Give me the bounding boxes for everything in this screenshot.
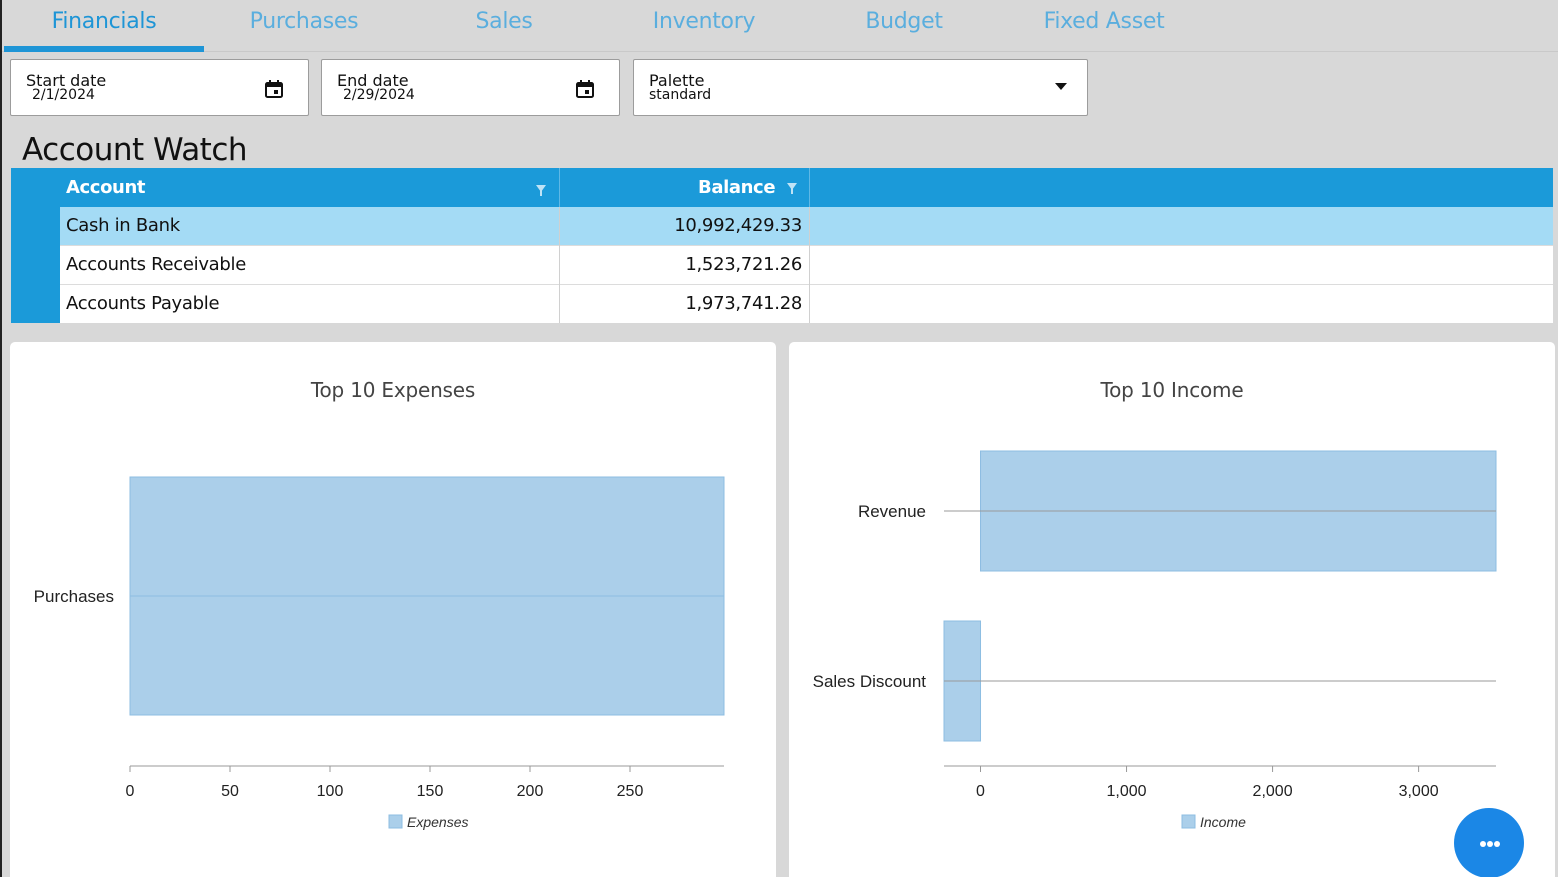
chart-title: Top 10 Income — [1100, 378, 1244, 402]
x-tick-label: 50 — [221, 783, 239, 800]
account-cell: Accounts Receivable — [66, 254, 247, 275]
tab-sales[interactable]: Sales — [475, 9, 533, 34]
palette-select[interactable]: Palette standard — [633, 59, 1088, 116]
legend-swatch — [1181, 814, 1196, 829]
x-tick-label: 2,000 — [1253, 783, 1293, 800]
column-divider — [559, 168, 560, 207]
table-row[interactable]: Cash in Bank 10,992,429.33 — [60, 207, 1553, 246]
legend-swatch — [388, 814, 403, 829]
table-row[interactable]: Accounts Receivable 1,523,721.26 — [60, 246, 1553, 285]
category-label: Purchases — [34, 587, 114, 606]
more-icon — [1480, 841, 1486, 847]
column-header-balance[interactable]: Balance — [560, 168, 797, 207]
tab-budget[interactable]: Budget — [865, 9, 943, 34]
x-tick-label: 100 — [317, 783, 344, 800]
column-divider — [809, 207, 810, 323]
chart-title: Top 10 Expenses — [310, 378, 476, 402]
more-actions-button[interactable] — [1454, 808, 1524, 877]
account-watch-grid: Account Balance Cash in Bank 10,992,429.… — [11, 168, 1553, 323]
account-cell: Cash in Bank — [66, 215, 180, 236]
tab-financials[interactable]: Financials — [4, 0, 204, 52]
x-tick-label: 0 — [126, 783, 135, 800]
x-tick-label: 3,000 — [1399, 783, 1439, 800]
account-watch-title: Account Watch — [22, 132, 248, 168]
palette-value: standard — [649, 87, 712, 103]
column-divider — [809, 168, 810, 207]
palette-label: Palette — [649, 71, 705, 90]
column-divider — [559, 207, 560, 323]
column-header-account[interactable]: Account — [66, 168, 556, 207]
legend-label: Expenses — [407, 814, 468, 830]
chevron-down-icon[interactable] — [1055, 83, 1067, 90]
income-chart: 0 1,000 2,000 3,000 Revenue Sales Discount Inc… — [813, 450, 1497, 830]
expenses-chart: 0 50 100 150 200 250 Purchases Expenses — [34, 476, 725, 830]
more-icon — [1487, 841, 1493, 847]
end-date-label: End date — [337, 71, 409, 90]
more-icon — [1494, 841, 1500, 847]
grid-header: Account Balance — [11, 168, 1553, 207]
tab-fixed-asset[interactable]: Fixed Asset — [1043, 9, 1165, 34]
start-date-label: Start date — [26, 71, 107, 90]
x-tick-label: 200 — [517, 783, 544, 800]
balance-cell: 10,992,429.33 — [674, 215, 802, 236]
x-tick-label: 1,000 — [1107, 783, 1147, 800]
category-label: Sales Discount — [813, 672, 927, 691]
x-tick-label: 150 — [417, 783, 444, 800]
filter-icon[interactable] — [536, 185, 546, 196]
income-chart-panel: Top 10 Income 0 1,000 2,000 3,000 Revenue Sal… — [789, 342, 1555, 877]
table-row[interactable]: Accounts Payable 1,973,741.28 — [60, 285, 1553, 324]
x-tick-label: 0 — [976, 783, 985, 800]
column-header-balance-label: Balance — [698, 177, 776, 198]
tab-inventory[interactable]: Inventory — [652, 9, 756, 34]
category-label: Revenue — [858, 502, 926, 521]
balance-cell: 1,523,721.26 — [685, 254, 802, 275]
calendar-icon[interactable] — [576, 80, 594, 98]
account-cell: Accounts Payable — [66, 293, 220, 314]
calendar-icon[interactable] — [265, 80, 283, 98]
filter-icon[interactable] — [787, 182, 797, 194]
x-tick-label: 250 — [617, 783, 644, 800]
start-date-field[interactable]: Start date 2/1/2024 — [10, 59, 309, 116]
end-date-value: 2/29/2024 — [343, 87, 415, 103]
tab-bar: Financials Purchases Sales Inventory Bud… — [2, 0, 1558, 52]
expenses-chart-panel: Top 10 Expenses 0 50 100 150 200 250 Purchases… — [10, 342, 776, 877]
balance-cell: 1,973,741.28 — [685, 293, 802, 314]
legend-label: Income — [1200, 814, 1246, 830]
start-date-value: 2/1/2024 — [32, 87, 95, 103]
tab-purchases[interactable]: Purchases — [249, 9, 359, 34]
end-date-field[interactable]: End date 2/29/2024 — [321, 59, 620, 116]
column-header-account-label: Account — [66, 177, 146, 198]
